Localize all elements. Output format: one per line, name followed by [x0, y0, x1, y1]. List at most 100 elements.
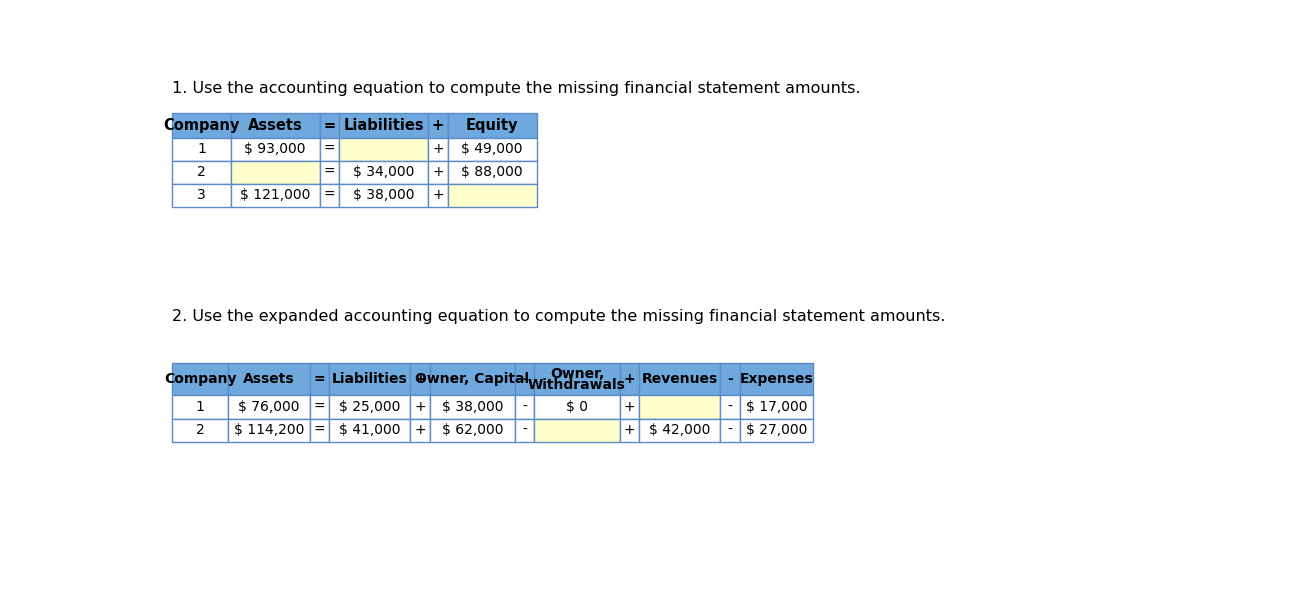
- Bar: [320, 113, 339, 138]
- Bar: [329, 396, 410, 419]
- Bar: [410, 419, 429, 442]
- Text: $ 38,000: $ 38,000: [352, 188, 415, 202]
- Text: $ 88,000: $ 88,000: [461, 165, 523, 179]
- Bar: [320, 138, 339, 161]
- Bar: [309, 396, 329, 419]
- Bar: [309, 363, 329, 396]
- Text: -: -: [522, 423, 527, 437]
- Bar: [740, 396, 813, 419]
- Text: $ 17,000: $ 17,000: [745, 400, 808, 414]
- Bar: [410, 363, 429, 396]
- Bar: [428, 184, 448, 207]
- Text: -: -: [728, 400, 732, 414]
- Text: 1: 1: [197, 142, 206, 156]
- Bar: [172, 113, 231, 138]
- Bar: [448, 113, 536, 138]
- Bar: [172, 184, 231, 207]
- Text: $ 62,000: $ 62,000: [441, 423, 504, 437]
- Bar: [339, 138, 428, 161]
- Text: 1. Use the accounting equation to compute the missing financial statement amount: 1. Use the accounting equation to comput…: [172, 81, 861, 95]
- Text: +: +: [414, 400, 425, 414]
- Bar: [172, 138, 231, 161]
- Bar: [534, 396, 620, 419]
- Bar: [428, 113, 448, 138]
- Text: 3: 3: [197, 188, 206, 202]
- Text: Owner, Capital: Owner, Capital: [415, 372, 530, 386]
- Bar: [172, 396, 228, 419]
- Text: +: +: [414, 423, 425, 437]
- Text: =: =: [324, 165, 335, 179]
- Text: Owner,: Owner,: [549, 367, 604, 381]
- Bar: [339, 161, 428, 184]
- Bar: [448, 138, 536, 161]
- Bar: [515, 419, 534, 442]
- Bar: [339, 113, 428, 138]
- Text: $ 27,000: $ 27,000: [746, 423, 808, 437]
- Text: Revenues: Revenues: [642, 372, 718, 386]
- Text: -: -: [522, 400, 527, 414]
- Bar: [320, 161, 339, 184]
- Bar: [720, 363, 740, 396]
- Text: 1: 1: [196, 400, 205, 414]
- Bar: [309, 419, 329, 442]
- Text: $ 42,000: $ 42,000: [649, 423, 710, 437]
- Bar: [448, 184, 536, 207]
- Text: +: +: [624, 372, 636, 386]
- Bar: [534, 419, 620, 442]
- Text: $ 25,000: $ 25,000: [339, 400, 401, 414]
- Text: +: +: [432, 118, 444, 133]
- Text: +: +: [432, 165, 444, 179]
- Text: Assets: Assets: [248, 118, 303, 133]
- Text: Liabilities: Liabilities: [331, 372, 407, 386]
- Text: $ 49,000: $ 49,000: [462, 142, 523, 156]
- Bar: [231, 138, 320, 161]
- Text: $ 76,000: $ 76,000: [239, 400, 300, 414]
- Bar: [620, 419, 639, 442]
- Text: =: =: [324, 142, 335, 156]
- Bar: [231, 161, 320, 184]
- Text: =: =: [324, 188, 335, 202]
- Bar: [720, 419, 740, 442]
- Text: +: +: [624, 423, 636, 437]
- Bar: [448, 161, 536, 184]
- Text: =: =: [313, 423, 325, 437]
- Text: 2: 2: [197, 165, 206, 179]
- Text: =: =: [313, 400, 325, 414]
- Bar: [329, 419, 410, 442]
- Bar: [429, 363, 515, 396]
- Bar: [639, 419, 720, 442]
- Bar: [428, 138, 448, 161]
- Bar: [231, 113, 320, 138]
- Bar: [639, 363, 720, 396]
- Text: $ 121,000: $ 121,000: [240, 188, 311, 202]
- Bar: [428, 161, 448, 184]
- Bar: [429, 419, 515, 442]
- Text: -: -: [728, 423, 732, 437]
- Text: +: +: [432, 142, 444, 156]
- Text: Withdrawals: Withdrawals: [529, 378, 626, 392]
- Text: =: =: [313, 372, 325, 386]
- Bar: [410, 396, 429, 419]
- Text: $ 38,000: $ 38,000: [441, 400, 504, 414]
- Bar: [339, 184, 428, 207]
- Bar: [720, 396, 740, 419]
- Bar: [620, 396, 639, 419]
- Text: Company: Company: [163, 118, 240, 133]
- Bar: [231, 184, 320, 207]
- Text: 2: 2: [196, 423, 205, 437]
- Text: $ 114,200: $ 114,200: [234, 423, 304, 437]
- Text: =: =: [324, 118, 335, 133]
- Bar: [329, 363, 410, 396]
- Bar: [534, 363, 620, 396]
- Text: Liabilities: Liabilities: [343, 118, 424, 133]
- Bar: [620, 363, 639, 396]
- Bar: [429, 396, 515, 419]
- Text: Expenses: Expenses: [740, 372, 813, 386]
- Bar: [740, 419, 813, 442]
- Bar: [740, 363, 813, 396]
- Text: 2. Use the expanded accounting equation to compute the missing financial stateme: 2. Use the expanded accounting equation …: [172, 309, 946, 324]
- Text: -: -: [727, 372, 733, 386]
- Bar: [228, 396, 309, 419]
- Text: +: +: [414, 372, 425, 386]
- Bar: [172, 419, 228, 442]
